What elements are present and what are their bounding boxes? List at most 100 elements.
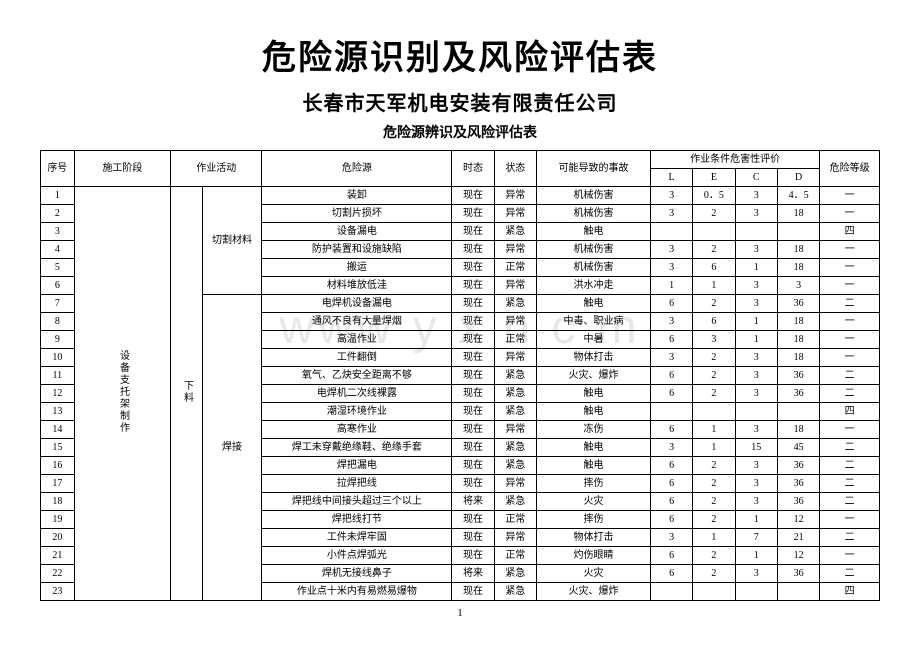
cell-E — [693, 403, 735, 421]
cell-state: 异常 — [494, 277, 536, 295]
cell-time: 现在 — [452, 547, 494, 565]
cell-level: 一 — [820, 313, 880, 331]
cell-time: 现在 — [452, 331, 494, 349]
cell-hazard: 高寒作业 — [262, 421, 452, 439]
cell-accident: 火灾、爆炸 — [536, 583, 650, 601]
cell-time: 现在 — [452, 457, 494, 475]
cell-state: 正常 — [494, 259, 536, 277]
cell-L: 3 — [650, 529, 692, 547]
cell-D — [777, 583, 819, 601]
cell-seq: 7 — [41, 295, 75, 313]
cell-L — [650, 583, 692, 601]
cell-L: 6 — [650, 457, 692, 475]
cell-E: 3 — [693, 331, 735, 349]
cell-D: 12 — [777, 511, 819, 529]
cell-hazard: 拉焊把线 — [262, 475, 452, 493]
cell-E: 2 — [693, 349, 735, 367]
cell-hazard: 高温作业 — [262, 331, 452, 349]
th-L: L — [650, 169, 692, 187]
cell-D: 36 — [777, 457, 819, 475]
cell-level: 一 — [820, 277, 880, 295]
cell-D: 18 — [777, 421, 819, 439]
cell-time: 现在 — [452, 187, 494, 205]
cell-E: 2 — [693, 295, 735, 313]
cell-state: 正常 — [494, 331, 536, 349]
cell-D: 18 — [777, 313, 819, 331]
cell-level: 二 — [820, 439, 880, 457]
cell-level: 一 — [820, 259, 880, 277]
cell-level: 四 — [820, 583, 880, 601]
th-level: 危险等级 — [820, 151, 880, 187]
cell-state: 异常 — [494, 421, 536, 439]
cell-seq: 11 — [41, 367, 75, 385]
cell-seq: 20 — [41, 529, 75, 547]
cell-E: 1 — [693, 277, 735, 295]
page-number: 1 — [40, 607, 880, 619]
cell-accident: 洪水冲走 — [536, 277, 650, 295]
cell-C: 1 — [735, 547, 777, 565]
cell-accident: 触电 — [536, 295, 650, 313]
cell-E: 2 — [693, 511, 735, 529]
cell-level: 一 — [820, 511, 880, 529]
th-C: C — [735, 169, 777, 187]
cell-L: 6 — [650, 565, 692, 583]
cell-L: 3 — [650, 205, 692, 223]
cell-accident: 火灾、爆炸 — [536, 367, 650, 385]
cell-C: 1 — [735, 313, 777, 331]
cell-level: 二 — [820, 295, 880, 313]
sub-title: 长春市天军机电安装有限责任公司 — [40, 87, 880, 116]
cell-L: 3 — [650, 349, 692, 367]
cell-seq: 2 — [41, 205, 75, 223]
cell-time: 现在 — [452, 403, 494, 421]
cell-seq: 14 — [41, 421, 75, 439]
cell-C: 3 — [735, 493, 777, 511]
cell-hazard: 设备漏电 — [262, 223, 452, 241]
cell-time: 现在 — [452, 277, 494, 295]
cell-accident: 摔伤 — [536, 511, 650, 529]
cell-C: 7 — [735, 529, 777, 547]
cell-C: 1 — [735, 511, 777, 529]
cell-C: 3 — [735, 475, 777, 493]
cell-accident: 触电 — [536, 223, 650, 241]
cell-accident: 触电 — [536, 439, 650, 457]
cell-accident: 中暑 — [536, 331, 650, 349]
cell-accident: 机械伤害 — [536, 259, 650, 277]
cell-hazard: 作业点十米内有易燃易爆物 — [262, 583, 452, 601]
cell-state: 正常 — [494, 511, 536, 529]
cell-L: 3 — [650, 313, 692, 331]
cell-hazard: 小件点焊弧光 — [262, 547, 452, 565]
cell-D: 18 — [777, 241, 819, 259]
cell-seq: 18 — [41, 493, 75, 511]
risk-table: 序号 施工阶段 作业活动 危险源 时态 状态 可能导致的事故 作业条件危害性评价… — [40, 150, 880, 601]
cell-stage: 设备支托架制作 — [74, 187, 171, 601]
cell-hazard: 电焊机二次线裸露 — [262, 385, 452, 403]
cell-accident: 触电 — [536, 403, 650, 421]
cell-state: 正常 — [494, 547, 536, 565]
cell-time: 现在 — [452, 421, 494, 439]
cell-accident: 触电 — [536, 385, 650, 403]
cell-time: 现在 — [452, 349, 494, 367]
cell-D: 45 — [777, 439, 819, 457]
cell-accident: 灼伤眼睛 — [536, 547, 650, 565]
cell-state: 紧急 — [494, 223, 536, 241]
cell-C: 3 — [735, 187, 777, 205]
cell-E: 6 — [693, 313, 735, 331]
cell-E: 0．5 — [693, 187, 735, 205]
cell-L: 6 — [650, 421, 692, 439]
cell-state: 紧急 — [494, 367, 536, 385]
cell-C: 3 — [735, 565, 777, 583]
cell-seq: 17 — [41, 475, 75, 493]
table-row: 1设备支托架制作下料切割材料装卸现在异常机械伤害30．534．5一 — [41, 187, 880, 205]
cell-accident: 中毒、职业病 — [536, 313, 650, 331]
cell-level: 一 — [820, 187, 880, 205]
cell-D: 3 — [777, 277, 819, 295]
cell-D: 18 — [777, 331, 819, 349]
th-eval-group: 作业条件危害性评价 — [650, 151, 819, 169]
cell-accident: 触电 — [536, 457, 650, 475]
cell-accident: 机械伤害 — [536, 241, 650, 259]
cell-E: 2 — [693, 367, 735, 385]
cell-state: 紧急 — [494, 583, 536, 601]
th-state: 状态 — [494, 151, 536, 187]
cell-seq: 23 — [41, 583, 75, 601]
cell-D: 18 — [777, 259, 819, 277]
